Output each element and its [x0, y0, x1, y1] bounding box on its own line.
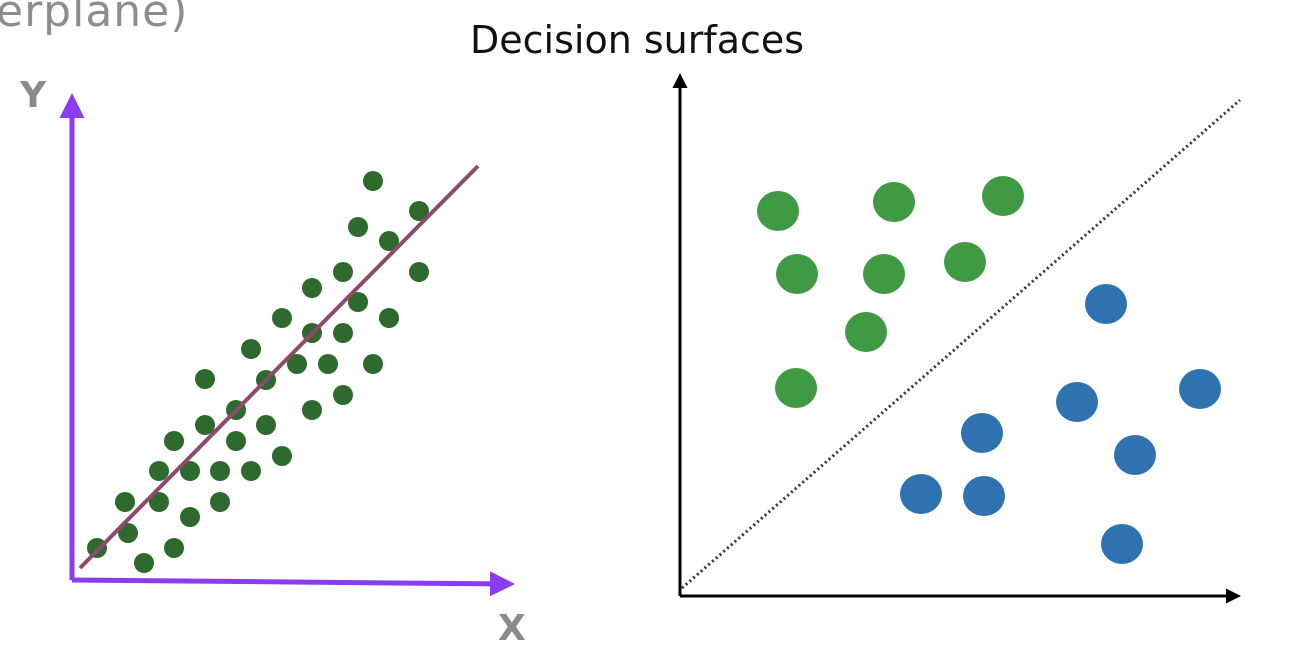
data-point [180, 507, 200, 527]
data-point [210, 492, 230, 512]
data-point [210, 461, 230, 481]
data-point [363, 171, 383, 191]
data-point [409, 262, 429, 282]
class-a-point [944, 242, 986, 282]
class-b-point [1114, 435, 1156, 475]
class-b-point [1056, 382, 1098, 422]
class-a-point [776, 254, 818, 294]
class-points [757, 176, 1221, 564]
data-point [379, 308, 399, 328]
regression-points [87, 171, 429, 573]
class-b-point [963, 476, 1005, 516]
y-axis-label: Y [19, 75, 47, 116]
x-axis-label: X [498, 608, 526, 649]
data-point [226, 431, 246, 451]
class-b-point [1085, 284, 1127, 324]
data-point [149, 492, 169, 512]
class-b-point [1101, 524, 1143, 564]
data-point [164, 538, 184, 558]
data-point [164, 431, 184, 451]
data-point [333, 323, 353, 343]
regression-plot: Y X [19, 75, 526, 649]
class-b-point [900, 474, 942, 514]
data-point [272, 308, 292, 328]
class-b-point [961, 413, 1003, 453]
slide-title: Decision surfaces [470, 18, 805, 62]
data-point [302, 278, 322, 298]
data-point [256, 415, 276, 435]
decision-boundary [681, 98, 1241, 590]
class-b-point [1179, 369, 1221, 409]
data-point [272, 446, 292, 466]
class-a-point [863, 254, 905, 294]
class-a-point [775, 368, 817, 408]
class-a-point [873, 182, 915, 222]
data-point [115, 492, 135, 512]
data-point [363, 354, 383, 374]
class-a-point [845, 312, 887, 352]
data-point [318, 354, 338, 374]
data-point [409, 201, 429, 221]
data-point [118, 523, 138, 543]
fit-line [78, 164, 480, 570]
data-point [333, 262, 353, 282]
data-point [180, 461, 200, 481]
data-point [241, 339, 261, 359]
partial-heading-text: erplane) [0, 0, 189, 37]
data-point [134, 553, 154, 573]
class-a-point [757, 191, 799, 231]
data-point [379, 231, 399, 251]
data-point [348, 217, 368, 237]
data-point [195, 369, 215, 389]
x-axis-arrow [71, 571, 515, 597]
data-point [241, 461, 261, 481]
data-point [287, 354, 307, 374]
data-point [302, 400, 322, 420]
data-point [195, 415, 215, 435]
data-point [149, 461, 169, 481]
classification-plot [672, 73, 1241, 604]
class-a-point [982, 176, 1024, 216]
data-point [348, 292, 368, 312]
data-point [333, 385, 353, 405]
